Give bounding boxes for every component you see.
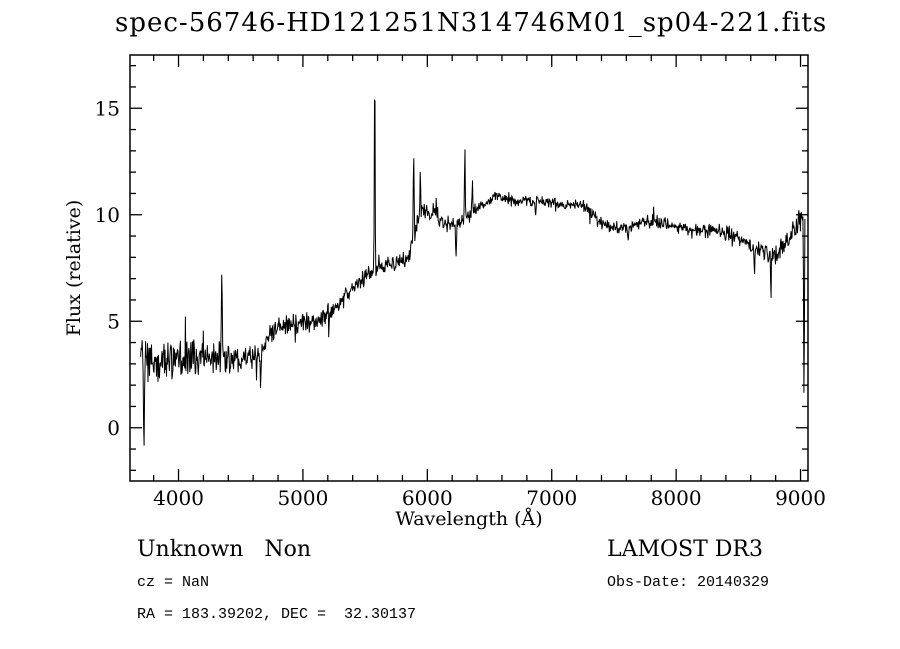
axis-ticks <box>130 55 808 481</box>
survey-label: LAMOST DR3 <box>607 537 763 562</box>
y-tick-label: 0 <box>107 416 120 440</box>
x-tick-label: 7000 <box>526 486 577 510</box>
obs-date-label: Obs-Date: 20140329 <box>607 574 770 591</box>
x-tick-label: 5000 <box>277 486 328 510</box>
ra-dec-label: RA = 183.39202, DEC = 32.30137 <box>137 606 417 623</box>
x-axis-label: Wavelength (Å) <box>395 508 543 530</box>
spectrum-line <box>140 99 806 446</box>
tick-labels: 4000 5000 6000 7000 8000 9000 0 5 10 15 <box>95 96 826 510</box>
y-axis-label: Flux (relative) <box>63 199 85 337</box>
plot-title: spec-56746-HD121251N314746M01_sp04-221.f… <box>115 8 828 38</box>
x-tick-label: 6000 <box>402 486 453 510</box>
y-tick-label: 15 <box>95 96 120 120</box>
classification-label: Unknown Non <box>137 537 312 562</box>
cz-value-label: cz = NaN <box>137 574 210 591</box>
x-tick-label: 9000 <box>775 486 826 510</box>
x-tick-label: 4000 <box>153 486 204 510</box>
y-tick-label: 5 <box>107 309 120 333</box>
plot-frame <box>129 54 809 482</box>
x-tick-label: 8000 <box>651 486 702 510</box>
y-tick-label: 10 <box>95 203 120 227</box>
